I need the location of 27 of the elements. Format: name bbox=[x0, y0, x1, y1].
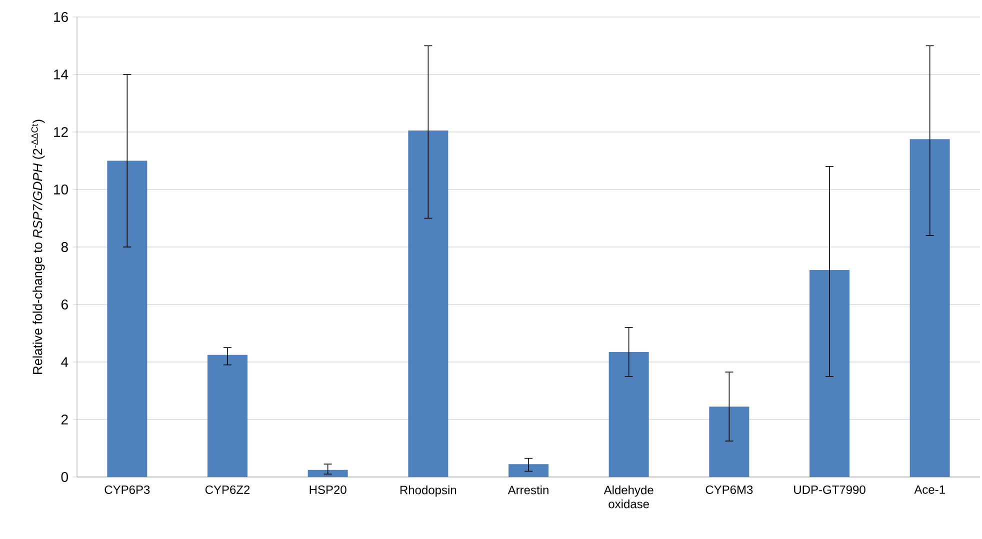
y-axis-title: Relative fold-change to RSP7/GDPH (2$^{-ΔΔCt}$) bbox=[31, 120, 45, 374]
bar bbox=[508, 464, 549, 477]
y-tick-label: 2 bbox=[61, 414, 68, 424]
x-tick-label: CYP6M3 bbox=[706, 485, 753, 494]
y-tick-label: 0 bbox=[61, 472, 68, 482]
y-tick-label: 6 bbox=[61, 300, 68, 310]
bar bbox=[208, 354, 248, 477]
x-tick-label: HSP20 bbox=[310, 485, 346, 494]
bar bbox=[107, 160, 148, 477]
bar bbox=[709, 406, 750, 477]
bar bbox=[910, 139, 950, 477]
y-tick-label: 16 bbox=[54, 12, 68, 22]
x-tick-label: Arrestin bbox=[508, 485, 548, 494]
x-tick-label: CYP6P3 bbox=[104, 485, 150, 494]
x-tick-label: Aldehyde oxidase bbox=[604, 485, 654, 508]
bar bbox=[308, 470, 348, 477]
bar bbox=[608, 352, 649, 477]
y-tick-label: 12 bbox=[54, 127, 68, 137]
x-tick-label: UDP-GT7990 bbox=[794, 485, 866, 494]
y-tick-label: 8 bbox=[61, 242, 68, 252]
y-tick-label: 4 bbox=[61, 357, 68, 367]
y-tick-label: 10 bbox=[54, 184, 68, 194]
y-tick-label: 14 bbox=[54, 70, 68, 80]
x-tick-label: CYP6Z2 bbox=[205, 485, 250, 494]
x-tick-label: Ace-1 bbox=[914, 485, 945, 494]
x-tick-label: Rhodopsin bbox=[400, 485, 456, 497]
bar bbox=[408, 130, 448, 477]
